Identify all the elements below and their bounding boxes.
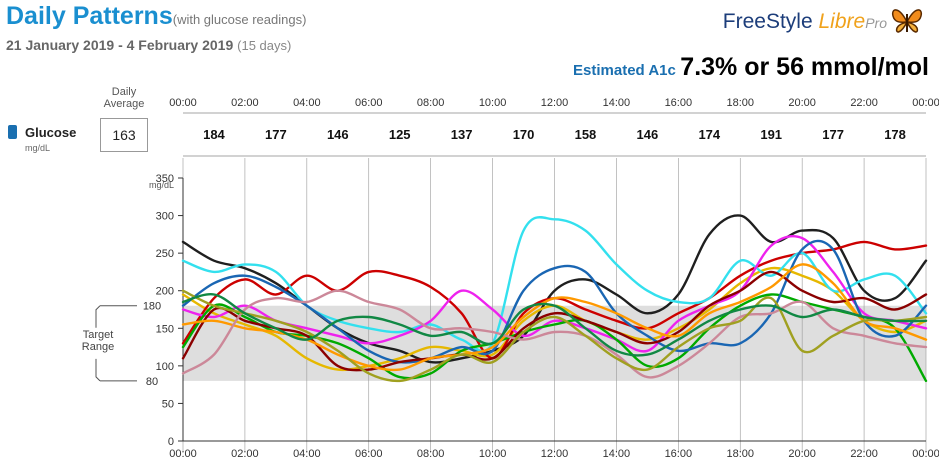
- glucose-series-line: [181, 270, 928, 372]
- logo-freestyle: FreeStyle: [722, 10, 813, 33]
- estimated-a1c: Estimated A1c 7.3% or 56 mmol/mol: [573, 53, 929, 82]
- glucose-text: Glucose: [25, 125, 77, 140]
- time-label-bottom: 04:00: [293, 448, 321, 460]
- a1c-label: Estimated A1c: [573, 62, 676, 79]
- time-label-top: 18:00: [726, 97, 754, 109]
- target-label-2: Range: [81, 341, 115, 353]
- title-subtitle: (with glucose readings): [172, 12, 307, 27]
- time-label-top: 20:00: [788, 97, 816, 109]
- period-average-label: 170: [513, 127, 535, 142]
- y-axis-unit: mg/dL: [149, 180, 174, 190]
- y-tick-label: 150: [156, 323, 174, 335]
- glucose-series-line: [181, 239, 928, 364]
- period-average-label: 191: [760, 127, 782, 142]
- logo-libre: Libre: [818, 10, 866, 33]
- time-label-bottom: 02:00: [231, 448, 259, 460]
- daily-average-label-1: Daily: [111, 86, 137, 98]
- glucose-series-line: [181, 289, 928, 379]
- time-label-bottom: 00:00: [912, 448, 939, 460]
- date-range: 21 January 2019 - 4 February 2019 (15 da…: [6, 37, 291, 53]
- period-average-label: 125: [389, 127, 411, 142]
- target-low-label: 80: [146, 376, 158, 388]
- period-average-label: 146: [637, 127, 659, 142]
- period-average-label: 146: [327, 127, 349, 142]
- time-label-bottom: 18:00: [726, 448, 754, 460]
- daily-average-label-2: Average: [103, 98, 145, 110]
- target-range-label: Target Range: [78, 329, 118, 353]
- y-tick-label: 300: [156, 211, 174, 223]
- target-high-label: 180: [143, 301, 161, 313]
- glucose-unit: mg/dL: [25, 143, 51, 153]
- time-label-top: 12:00: [541, 97, 569, 109]
- a1c-value: 7.3% or 56 mmol/mol: [680, 53, 929, 81]
- time-label-bottom: 06:00: [355, 448, 383, 460]
- page-title: Daily Patterns(with glucose readings): [6, 2, 306, 31]
- time-label-top: 00:00: [912, 97, 939, 109]
- time-label-bottom: 12:00: [541, 448, 569, 460]
- time-label-bottom: 20:00: [788, 448, 816, 460]
- target-bracket-top: [95, 305, 137, 328]
- title-text: Daily Patterns: [6, 2, 173, 30]
- y-tick-label: 100: [156, 361, 174, 373]
- glucose-series-line: [181, 234, 928, 353]
- time-label-top: 14:00: [603, 97, 631, 109]
- y-tick-label: 200: [156, 286, 174, 298]
- days-count: (15 days): [237, 38, 292, 53]
- freestyle-libre-pro-logo: FreeStyle LibrePro: [723, 10, 887, 34]
- time-label-top: 02:00: [231, 97, 259, 109]
- period-average-label: 184: [203, 127, 225, 142]
- y-tick-label: 350: [156, 173, 174, 185]
- time-label-top: 00:00: [169, 97, 197, 109]
- target-label-1: Target: [82, 329, 114, 341]
- butterfly-icon: [891, 9, 923, 33]
- daily-average-value: 163: [100, 118, 148, 152]
- glucose-series-line: [181, 289, 928, 383]
- time-label-top: 08:00: [417, 97, 445, 109]
- period-average-label: 177: [265, 127, 287, 142]
- time-label-bottom: 22:00: [850, 448, 878, 460]
- meter-icon: [8, 125, 17, 139]
- logo-pro: Pro: [865, 15, 887, 31]
- date-range-text: 21 January 2019 - 4 February 2019: [6, 37, 234, 53]
- period-average-label: 174: [698, 127, 720, 142]
- time-label-top: 06:00: [355, 97, 383, 109]
- period-average-label: 177: [822, 127, 844, 142]
- period-average-label: 158: [575, 127, 597, 142]
- y-tick-label: 250: [156, 248, 174, 260]
- time-label-bottom: 00:00: [169, 448, 197, 460]
- time-label-top: 10:00: [479, 97, 507, 109]
- time-label-top: 04:00: [293, 97, 321, 109]
- daily-average-label: Daily Average: [96, 86, 152, 110]
- time-label-top: 22:00: [850, 97, 878, 109]
- period-average-label: 137: [451, 127, 473, 142]
- glucose-series-line: [181, 293, 928, 357]
- target-bracket-bottom: [95, 358, 137, 382]
- time-label-bottom: 10:00: [479, 448, 507, 460]
- y-tick-label: 50: [162, 398, 174, 410]
- y-tick-label: 0: [168, 436, 174, 448]
- time-label-bottom: 08:00: [417, 448, 445, 460]
- time-label-top: 16:00: [665, 97, 693, 109]
- glucose-label: Glucose mg/dL: [8, 124, 76, 153]
- time-label-bottom: 16:00: [665, 448, 693, 460]
- time-label-bottom: 14:00: [603, 448, 631, 460]
- period-average-label: 178: [884, 127, 906, 142]
